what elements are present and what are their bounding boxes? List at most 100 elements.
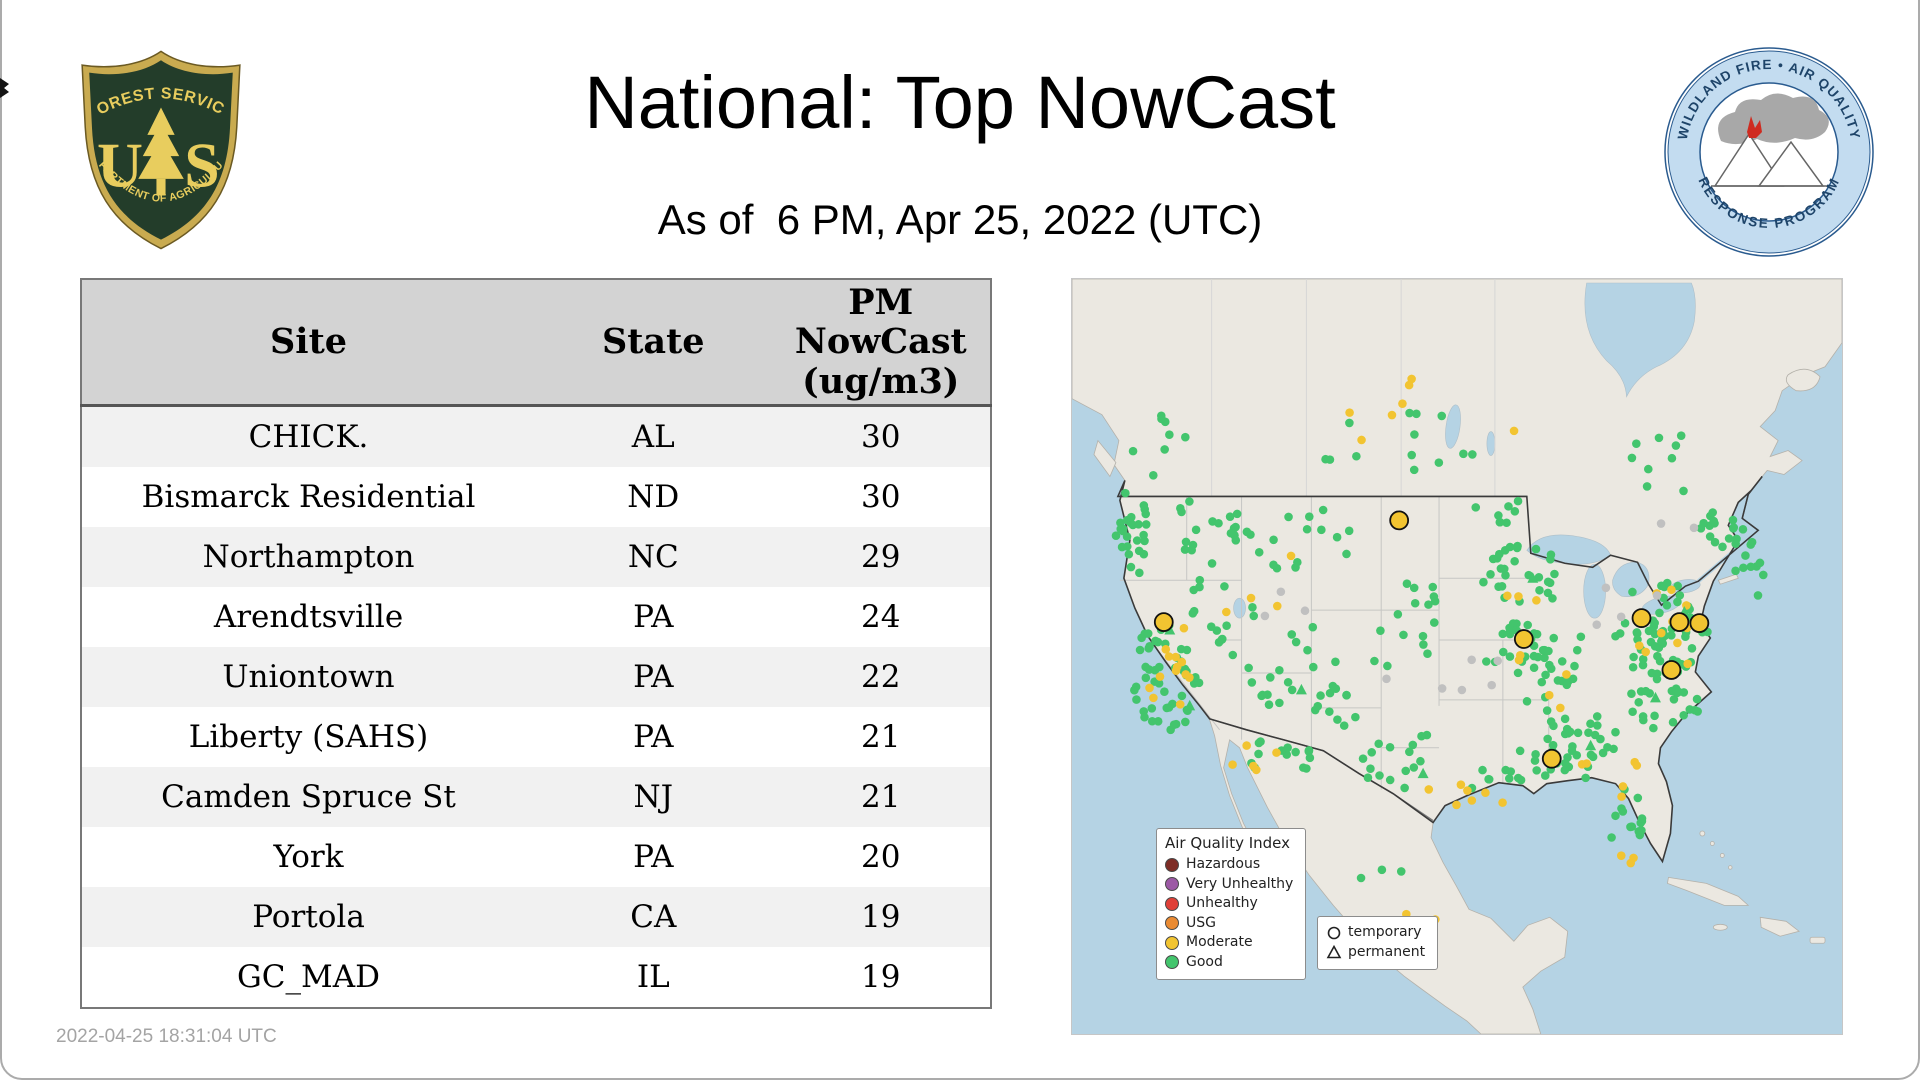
monitor-dot-good xyxy=(1738,525,1748,534)
cell: 30 xyxy=(771,405,991,467)
monitor-dot-good xyxy=(1531,750,1540,759)
wfaqrp-circle-icon: WILDLAND FIRE • AIR QUALITY RESPONSE PRO… xyxy=(1664,47,1874,257)
monitor-dot-gray xyxy=(1487,680,1496,690)
monitor-dot-good xyxy=(1494,511,1503,520)
monitor-dot-good xyxy=(1153,717,1163,726)
monitor-dot-good xyxy=(1620,618,1630,628)
monitor-dot-good xyxy=(1705,532,1715,541)
monitor-dot-good xyxy=(1220,582,1229,591)
cell: 21 xyxy=(771,767,991,827)
monitor-dot-good xyxy=(1644,464,1653,474)
monitor-dot-good xyxy=(1529,663,1539,673)
monitor-dot-good xyxy=(1459,449,1468,459)
cell: Camden Spruce St xyxy=(81,767,536,827)
table-row: Camden Spruce St NJ 21 xyxy=(81,767,991,827)
monitor-dot-good xyxy=(1673,597,1682,607)
monitor-dot-moderate xyxy=(1424,785,1434,794)
cell: York xyxy=(273,839,344,875)
cell: ND xyxy=(627,479,680,515)
monitor-dot-good xyxy=(1650,618,1659,628)
monitor-dot-moderate xyxy=(1155,672,1165,681)
monitor-dot-good xyxy=(1501,571,1510,580)
page-subtitle: As of 6 PM, Apr 25, 2022 (UTC) xyxy=(657,196,1263,243)
monitor-dot-good xyxy=(1231,522,1240,532)
monitor-dot-gray xyxy=(1437,684,1447,693)
monitor-dot-moderate xyxy=(1404,380,1414,390)
monitor-dot-good xyxy=(1333,715,1342,724)
legend-item-temporary: temporary xyxy=(1326,923,1425,943)
monitor-dot-good xyxy=(1633,793,1643,803)
monitor-dot-good xyxy=(1247,678,1257,687)
monitor-dot-gray xyxy=(1616,612,1626,622)
monitor-dot-good xyxy=(1662,601,1672,610)
monitor-dot-good xyxy=(1351,712,1360,722)
monitor-dot-gray xyxy=(1601,583,1611,593)
legend-label: Unhealthy xyxy=(1186,895,1258,911)
monitor-dot-moderate xyxy=(1222,607,1231,617)
monitor-dot-good xyxy=(1134,546,1144,556)
monitor-dot-good xyxy=(1405,408,1414,418)
monitor-dot-moderate xyxy=(1562,670,1571,679)
monitor-dot-good xyxy=(1305,512,1314,521)
monitor-dot-good xyxy=(1611,811,1620,821)
monitor-dot-moderate xyxy=(1272,748,1281,757)
monitor-dot-good xyxy=(1676,431,1686,440)
monitor-dot-moderate xyxy=(1641,647,1650,657)
monitor-dot-good xyxy=(1533,652,1543,662)
monitor-dot-good xyxy=(1416,756,1425,766)
top-site-marker xyxy=(1689,613,1710,633)
monitor-dot-moderate xyxy=(1145,683,1154,693)
monitor-dot-good xyxy=(1316,691,1325,700)
monitor-dot-good xyxy=(1637,826,1646,835)
monitor-dot-good xyxy=(1724,534,1734,543)
monitor-dot-good xyxy=(1572,645,1582,655)
monitor-dot-good xyxy=(1366,764,1375,773)
monitor-dot-good xyxy=(1154,679,1164,688)
cell: IL xyxy=(636,959,670,995)
monitor-dot-good xyxy=(1246,530,1255,539)
monitor-dot-good xyxy=(1302,764,1311,773)
monitor-dot-good xyxy=(1512,543,1522,553)
monitor-dot-good xyxy=(1402,579,1412,588)
monitor-dot-good xyxy=(1542,706,1552,715)
monitor-dot-moderate xyxy=(1387,410,1397,420)
monitor-dot-good xyxy=(1674,687,1683,697)
monitor-dot-good xyxy=(1370,656,1379,666)
monitor-dot-good xyxy=(1593,721,1602,730)
monitor-dot-good xyxy=(1502,518,1511,528)
us-map-svg xyxy=(1072,279,1842,1034)
aqi-map: Air Quality Index Hazardous Very Unhealth… xyxy=(1071,278,1843,1035)
monitor-dot-moderate xyxy=(1616,851,1626,860)
table-row: GC_MAD IL 19 xyxy=(81,947,991,1008)
monitor-dot-good xyxy=(1653,651,1662,661)
monitor-dot-good xyxy=(1180,545,1190,554)
monitor-dot-good xyxy=(1497,581,1507,591)
monitor-dot-good xyxy=(1628,587,1637,597)
temporary-marker-icon xyxy=(1327,926,1341,940)
monitor-dot-good xyxy=(1708,508,1718,517)
cell: Bismarck Residential xyxy=(141,479,476,515)
monitor-dot-good xyxy=(1513,668,1523,678)
monitor-dot-good xyxy=(1266,673,1275,682)
monitor-dot-moderate xyxy=(1467,796,1477,805)
monitor-dot-good xyxy=(1627,453,1637,463)
flame-icon xyxy=(1747,116,1762,138)
monitor-dot-good xyxy=(1401,766,1411,776)
monitor-dot-good xyxy=(1162,703,1172,713)
monitor-dot-good xyxy=(1728,515,1738,525)
monitor-dot-good xyxy=(1673,581,1683,591)
table-row: Uniontown PA 22 xyxy=(81,647,991,707)
monitor-dot-good xyxy=(1498,647,1508,657)
cell: Liberty (SAHS) xyxy=(188,719,429,755)
monitor-dot-good xyxy=(1540,771,1550,780)
monitor-dot-good xyxy=(1561,758,1570,768)
monitor-dot-good xyxy=(1523,620,1533,630)
monitor-dot-good xyxy=(1548,740,1558,750)
legend-label: USG xyxy=(1186,914,1216,931)
monitor-dot-good xyxy=(1510,506,1520,516)
monitor-dot-good xyxy=(1283,677,1293,687)
monitor-dot-good xyxy=(1385,775,1395,785)
top-site-marker xyxy=(1389,510,1410,531)
legend-swatch xyxy=(1165,857,1179,872)
column-header: State xyxy=(535,279,772,407)
